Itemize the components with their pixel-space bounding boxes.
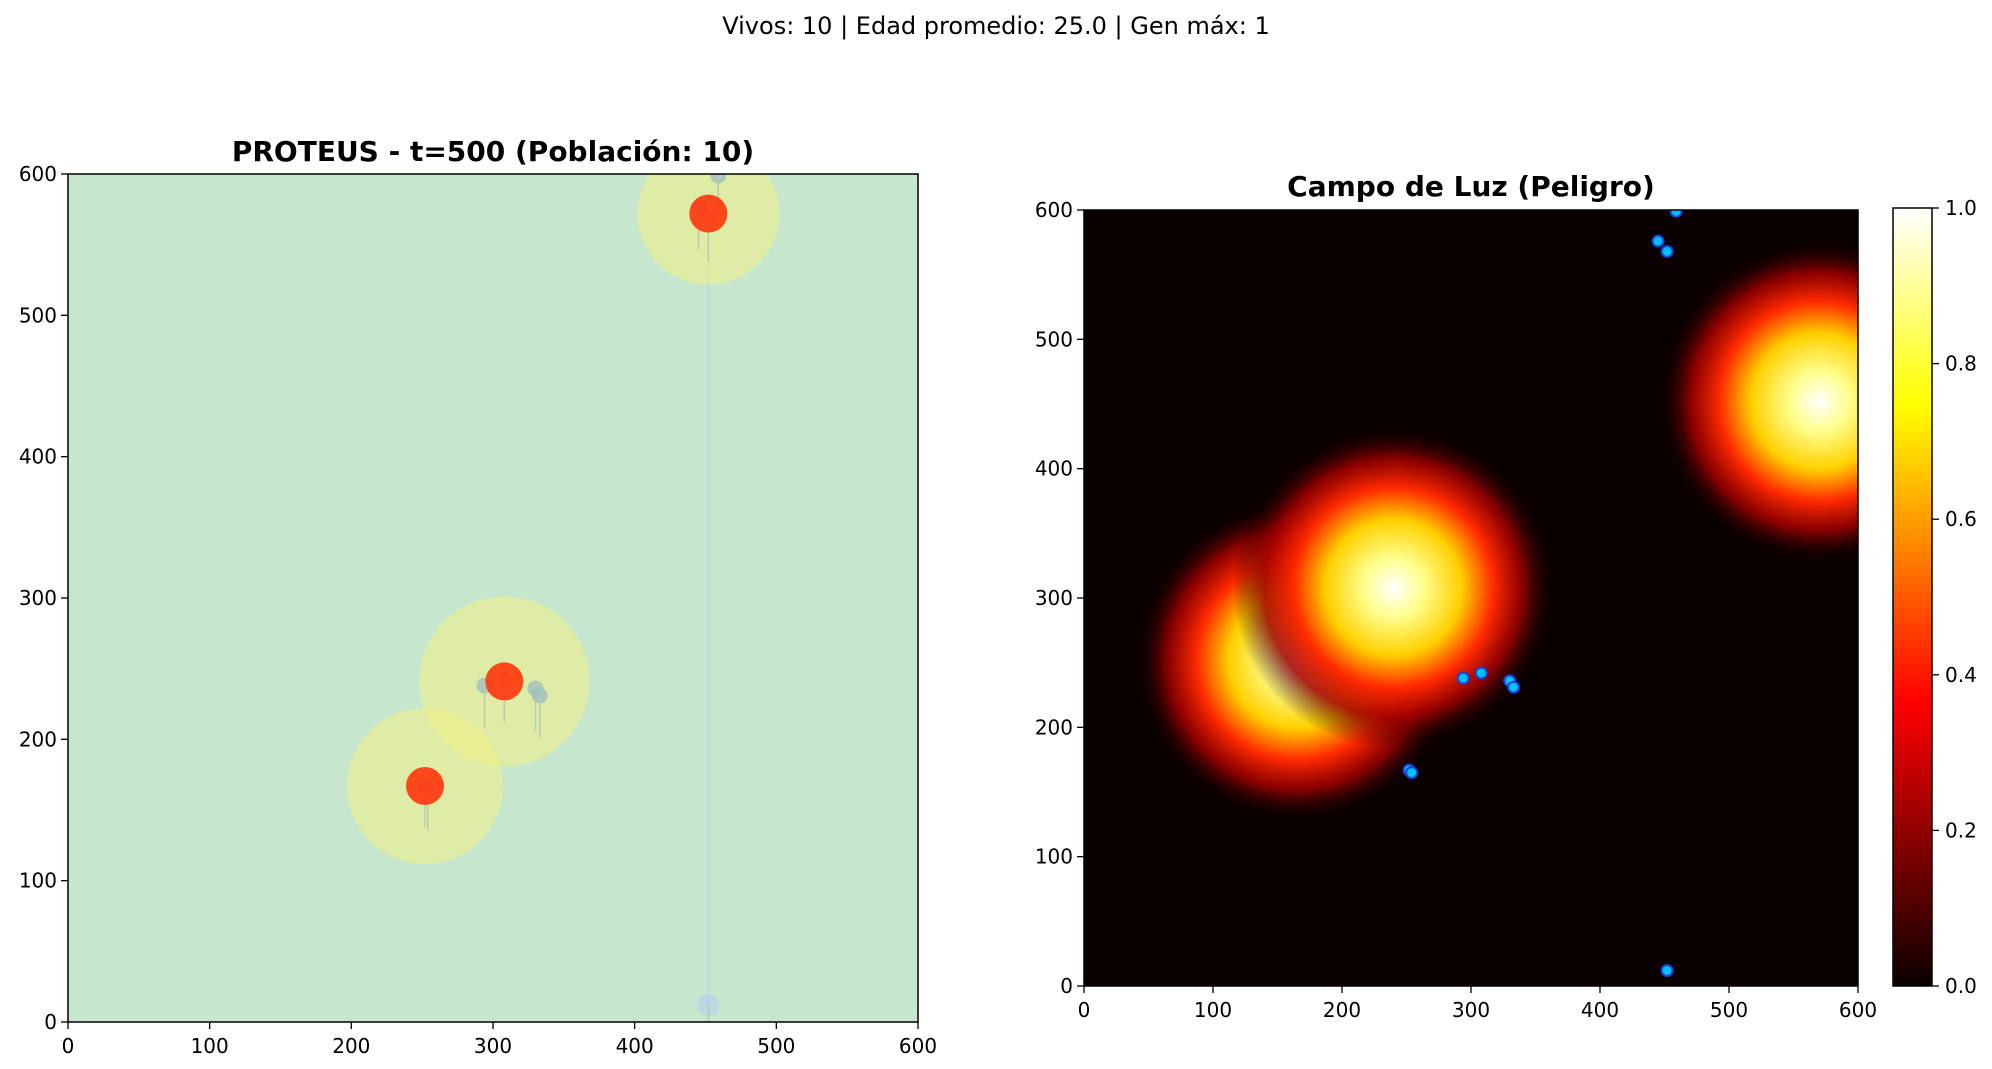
left-xtick-label: 400 (616, 1034, 654, 1058)
right-xtick-label: 500 (1710, 998, 1748, 1022)
left-y-axis: 0 100 200 300 400 500 600 (19, 162, 68, 1034)
right-xtick-label: 600 (1839, 998, 1877, 1022)
right-xtick-label: 300 (1452, 998, 1490, 1022)
right-y-axis: 0 100 200 300 400 500 600 (1035, 198, 1084, 998)
light-source-core (689, 194, 728, 233)
left-xtick-label: 500 (757, 1034, 795, 1058)
colorbar-ticks: 0.0 0.2 0.4 0.6 0.8 1.0 (1932, 196, 1977, 998)
left-panel: PROTEUS - t=500 (Población: 10) 0 100 200 3… (19, 135, 937, 1058)
colorbar-tick-label: 0.4 (1945, 663, 1977, 687)
right-ytick-label: 500 (1035, 327, 1073, 351)
right-ytick-label: 200 (1035, 715, 1073, 739)
left-title: PROTEUS - t=500 (Población: 10) (232, 135, 754, 168)
right-x-axis: 0 100 200 300 400 500 600 (1078, 986, 1877, 1022)
left-marks (347, 174, 780, 1022)
right-ytick-label: 600 (1035, 198, 1073, 222)
heatmap-organism-point (1651, 234, 1665, 248)
left-ytick-label: 600 (19, 162, 57, 186)
left-ytick-label: 200 (19, 727, 57, 751)
heatmap-organism-point (1405, 766, 1419, 780)
right-xtick-label: 200 (1323, 998, 1361, 1022)
heatmap-organism-point (1660, 244, 1674, 258)
light-source-core (406, 766, 444, 805)
colorbar-gradient (1892, 207, 1933, 987)
right-xtick-label: 400 (1581, 998, 1619, 1022)
heatmap-organism-point (1669, 210, 1683, 218)
heatmap-organism-point (1507, 680, 1521, 694)
left-ytick-label: 400 (19, 445, 57, 469)
right-ytick-label: 300 (1035, 586, 1073, 610)
right-xtick-label: 100 (1194, 998, 1232, 1022)
colorbar-tick-label: 0.6 (1945, 507, 1977, 531)
heatmap-marks (1135, 210, 1858, 977)
right-xtick-label: 0 (1078, 998, 1091, 1022)
left-ytick-label: 500 (19, 303, 57, 327)
heat-peak (1658, 240, 1858, 563)
right-ytick-label: 400 (1035, 457, 1073, 481)
colorbar-tick-label: 0.0 (1945, 974, 1977, 998)
heat-peak (1232, 426, 1555, 749)
left-x-axis: 0 100 200 300 400 500 600 (62, 1022, 937, 1058)
left-ytick-label: 100 (19, 869, 57, 893)
left-xtick-label: 600 (899, 1034, 937, 1058)
left-xtick-label: 100 (191, 1034, 229, 1058)
left-ytick-label: 0 (44, 1010, 57, 1034)
right-ytick-label: 100 (1035, 845, 1073, 869)
colorbar-tick-label: 1.0 (1945, 196, 1977, 220)
colorbar: 0.0 0.2 0.4 0.6 0.8 1.0 (1892, 196, 1977, 998)
heatmap-organism-point (1660, 963, 1674, 977)
left-xtick-label: 200 (332, 1034, 370, 1058)
right-ytick-label: 0 (1060, 974, 1073, 998)
right-panel: Campo de Luz (Peligro) 0 100 200 300 400 500 6… (1035, 170, 1877, 1022)
left-xtick-label: 0 (62, 1034, 75, 1058)
left-xtick-label: 300 (474, 1034, 512, 1058)
light-source-core (485, 662, 524, 701)
colorbar-tick-label: 0.8 (1945, 352, 1977, 376)
left-ytick-label: 300 (19, 586, 57, 610)
heatmap-organism-point (1456, 671, 1470, 685)
colorbar-tick-label: 0.2 (1945, 818, 1977, 842)
suptitle: Vivos: 10 | Edad promedio: 25.0 | Gen má… (722, 12, 1269, 40)
heatmap-organism-point (1474, 666, 1488, 680)
right-title: Campo de Luz (Peligro) (1287, 170, 1655, 203)
